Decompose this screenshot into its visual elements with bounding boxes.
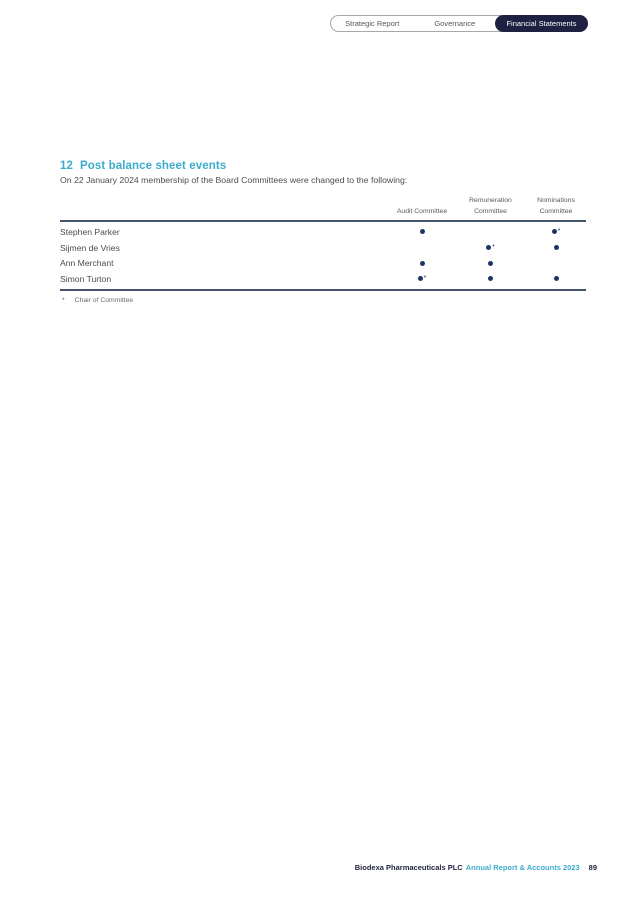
footer-company-name: Biodexa Pharmaceuticals PLC xyxy=(354,863,463,872)
nominations-membership-mark xyxy=(526,240,586,256)
remuneration-membership-mark xyxy=(455,255,526,271)
membership-dot xyxy=(419,229,425,235)
table-row: Simon Turton * xyxy=(60,271,586,287)
section-number: 12 xyxy=(60,160,73,172)
column-header-remuneration: Remuneration Committee xyxy=(469,197,512,215)
section-intro-text: On 22 January 2024 membership of the Boa… xyxy=(60,175,408,185)
table-header-row: Audit Committee Remuneration Committee N… xyxy=(60,196,586,223)
chair-asterisk: * xyxy=(423,274,427,282)
audit-membership-mark xyxy=(389,224,455,240)
membership-dot xyxy=(488,260,493,266)
membership-dot xyxy=(486,244,492,250)
report-section-tabs: Strategic Report Governance Financial St… xyxy=(330,15,588,32)
membership-dot xyxy=(419,260,425,266)
member-name: Sijmen de Vries xyxy=(60,242,120,253)
nominations-membership-mark: * xyxy=(526,224,586,240)
section-heading: 12 Post balance sheet events xyxy=(60,160,226,172)
member-name: Ann Merchant xyxy=(60,258,114,269)
remuneration-membership-mark: * xyxy=(455,240,526,256)
audit-membership-mark xyxy=(389,255,455,271)
page-footer: Biodexa Pharmaceuticals PLC Annual Report… xyxy=(355,863,597,872)
member-name: Simon Turton xyxy=(60,273,112,284)
table-row: Stephen Parker * xyxy=(60,224,586,240)
nominations-membership-mark xyxy=(526,271,586,287)
column-header-nominations: Nominations Committee xyxy=(537,197,575,215)
table-body: Stephen Parker * Sijmen de Vries * Ann M… xyxy=(60,222,586,292)
tab-strategic-report[interactable]: Strategic Report xyxy=(345,19,400,28)
member-name: Stephen Parker xyxy=(60,227,120,238)
membership-dot xyxy=(551,229,557,235)
tab-governance[interactable]: Governance xyxy=(434,19,476,28)
tab-financial-statements[interactable]: Financial Statements xyxy=(495,15,588,32)
audit-membership-mark: * xyxy=(389,271,455,287)
membership-dot xyxy=(553,276,559,282)
membership-dot xyxy=(553,244,559,250)
membership-dot xyxy=(488,276,493,282)
footnote-asterisk: * xyxy=(62,297,65,304)
footer-report-title: Annual Report & Accounts 2023 xyxy=(465,863,580,872)
chair-asterisk: * xyxy=(557,228,561,236)
chair-asterisk: * xyxy=(492,243,495,251)
table-row: Ann Merchant xyxy=(60,255,586,271)
column-header-audit: Audit Committee xyxy=(396,207,448,215)
section-title: Post balance sheet events xyxy=(80,160,227,172)
table-footnote: * Chair of Committee xyxy=(62,297,133,304)
footnote-text: Chair of Committee xyxy=(74,297,134,304)
remuneration-membership-mark xyxy=(455,271,526,287)
committee-table: Audit Committee Remuneration Committee N… xyxy=(60,196,586,292)
membership-dot xyxy=(417,276,423,282)
table-row: Sijmen de Vries * xyxy=(60,240,586,256)
page-number: 89 xyxy=(588,863,597,872)
